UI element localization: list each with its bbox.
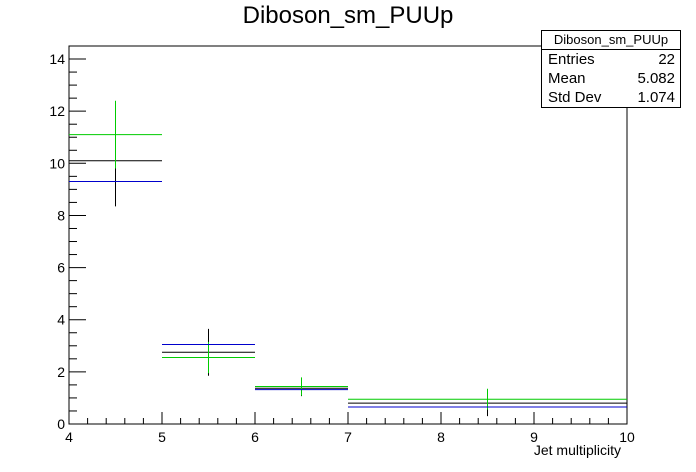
stats-value: 1.074 bbox=[637, 89, 675, 106]
x-tick-label: 8 bbox=[437, 429, 445, 445]
y-tick-label: 2 bbox=[57, 364, 65, 380]
stats-row-mean: Mean 5.082 bbox=[542, 69, 680, 88]
stats-box-title: Diboson_sm_PUUp bbox=[542, 31, 680, 50]
y-tick-label: 10 bbox=[49, 155, 65, 171]
x-tick-label: 9 bbox=[530, 429, 538, 445]
stats-box: Diboson_sm_PUUp Entries 22 Mean 5.082 St… bbox=[541, 30, 681, 108]
stats-row-stddev: Std Dev 1.074 bbox=[542, 88, 680, 107]
x-tick-label: 5 bbox=[158, 429, 166, 445]
stats-value: 5.082 bbox=[637, 70, 675, 87]
y-tick-label: 6 bbox=[57, 260, 65, 276]
x-tick-label: 4 bbox=[65, 429, 73, 445]
x-tick-label: 6 bbox=[251, 429, 259, 445]
y-tick-label: 14 bbox=[49, 51, 65, 67]
x-tick-label: 10 bbox=[619, 429, 635, 445]
x-axis-label: Jet multiplicity bbox=[534, 442, 621, 458]
x-tick-label: 7 bbox=[344, 429, 352, 445]
stats-label: Entries bbox=[548, 51, 595, 68]
chart-title: Diboson_sm_PUUp bbox=[242, 2, 454, 29]
stats-value: 22 bbox=[658, 51, 675, 68]
stats-row-entries: Entries 22 bbox=[542, 50, 680, 69]
y-tick-label: 8 bbox=[57, 207, 65, 223]
y-tick-label: 12 bbox=[49, 103, 65, 119]
stats-label: Mean bbox=[548, 70, 586, 87]
y-tick-label: 0 bbox=[57, 416, 65, 432]
y-tick-label: 4 bbox=[57, 312, 65, 328]
stats-label: Std Dev bbox=[548, 89, 602, 106]
